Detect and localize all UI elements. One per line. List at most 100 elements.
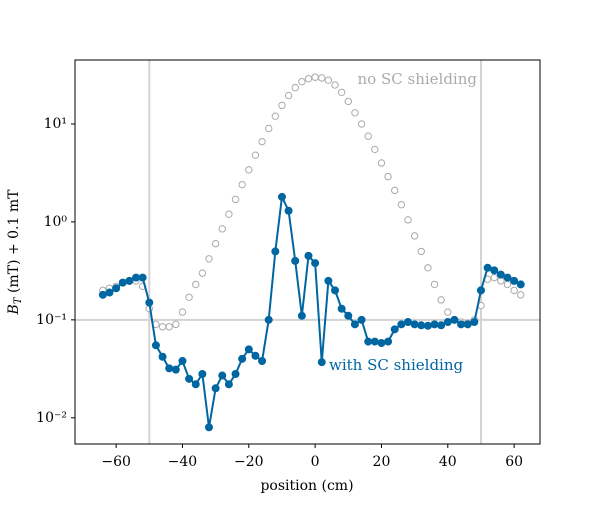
data-point [350, 320, 359, 329]
data-point [370, 337, 379, 346]
x-tick-label: −40 [168, 454, 198, 470]
x-tick-label: 40 [439, 454, 457, 470]
data-point [364, 337, 373, 346]
data-point [291, 83, 299, 92]
data-point [158, 352, 167, 361]
data-point [291, 256, 300, 265]
data-point [225, 210, 233, 218]
series-line [102, 193, 522, 428]
x-tick-label: 20 [373, 454, 391, 470]
data-point [192, 280, 200, 289]
data-point [118, 278, 127, 287]
data-point [377, 339, 386, 348]
data-point [490, 266, 499, 275]
data-point [238, 180, 246, 189]
data-point [331, 286, 340, 295]
data-point [517, 291, 525, 299]
data-point [264, 315, 273, 324]
data-point [311, 73, 319, 81]
data-point [410, 320, 419, 329]
data-point [277, 192, 286, 201]
data-point [510, 276, 519, 285]
data-point [423, 321, 432, 330]
data-point [390, 325, 399, 334]
data-point [171, 365, 180, 374]
data-point [258, 137, 266, 146]
y-label-subscript: T [13, 296, 24, 304]
data-point [357, 120, 366, 128]
data-point [218, 371, 227, 380]
plot-frame [74, 59, 541, 445]
data-point [351, 109, 359, 117]
y-axis-label: BT (mT) + 0.1 mT [6, 189, 24, 316]
data-point [165, 323, 173, 331]
data-point [476, 286, 485, 295]
data-point [377, 159, 386, 167]
data-point [191, 380, 200, 389]
data-point [496, 270, 505, 279]
data-point [371, 145, 379, 154]
data-point [437, 296, 445, 304]
data-point [151, 341, 160, 350]
data-point [384, 172, 392, 181]
data-point [264, 124, 273, 133]
data-point [437, 321, 446, 330]
data-point [231, 195, 240, 204]
y-tick-label: 10⁻¹ [36, 312, 67, 328]
data-point [158, 323, 167, 331]
data-point [410, 232, 419, 240]
data-point [284, 91, 293, 100]
data-point [205, 255, 213, 263]
data-point [317, 358, 326, 367]
series-annotation: with SC shielding [329, 356, 464, 374]
x-axis-label: position (cm) [260, 478, 353, 494]
data-point [284, 206, 293, 215]
data-point [344, 97, 352, 106]
data-point [198, 269, 207, 277]
data-point [304, 251, 313, 260]
data-point [497, 277, 505, 285]
data-point [278, 101, 286, 110]
x-tick-label: 0 [311, 454, 320, 470]
data-point [304, 74, 313, 83]
data-point [271, 112, 280, 120]
data-point [430, 280, 439, 289]
data-point [125, 276, 134, 285]
data-point [404, 216, 412, 224]
data-point [211, 239, 220, 248]
data-point [251, 351, 260, 360]
data-point [483, 263, 492, 272]
y-label-symbol: B [6, 304, 22, 315]
x-tick-label: −60 [101, 454, 131, 470]
data-point [457, 320, 466, 329]
data-point [224, 380, 233, 389]
y-label-text: (mT) + 0.1 mT [6, 189, 22, 298]
data-point [503, 273, 512, 282]
data-point [231, 369, 240, 378]
data-point [198, 369, 207, 378]
data-point [490, 273, 498, 282]
x-tick-label: 60 [505, 454, 523, 470]
data-point [450, 315, 459, 324]
data-point [211, 384, 220, 393]
series-annotation: no SC shielding [358, 70, 478, 88]
data-point [271, 247, 280, 256]
data-point [357, 315, 366, 324]
data-point [397, 200, 406, 209]
y-tick-label: 10¹ [44, 116, 67, 132]
data-point [463, 320, 472, 329]
data-point [424, 264, 432, 272]
data-point [510, 286, 518, 295]
x-tick-label: −20 [234, 454, 264, 470]
data-point [298, 78, 306, 86]
data-point [470, 318, 479, 327]
data-point [245, 166, 253, 174]
data-point [311, 259, 320, 268]
data-point [397, 320, 406, 329]
data-point [244, 345, 253, 354]
data-point [297, 311, 306, 320]
data-point [516, 280, 525, 289]
y-tick-label: 10⁰ [44, 214, 68, 230]
data-point [178, 308, 187, 316]
